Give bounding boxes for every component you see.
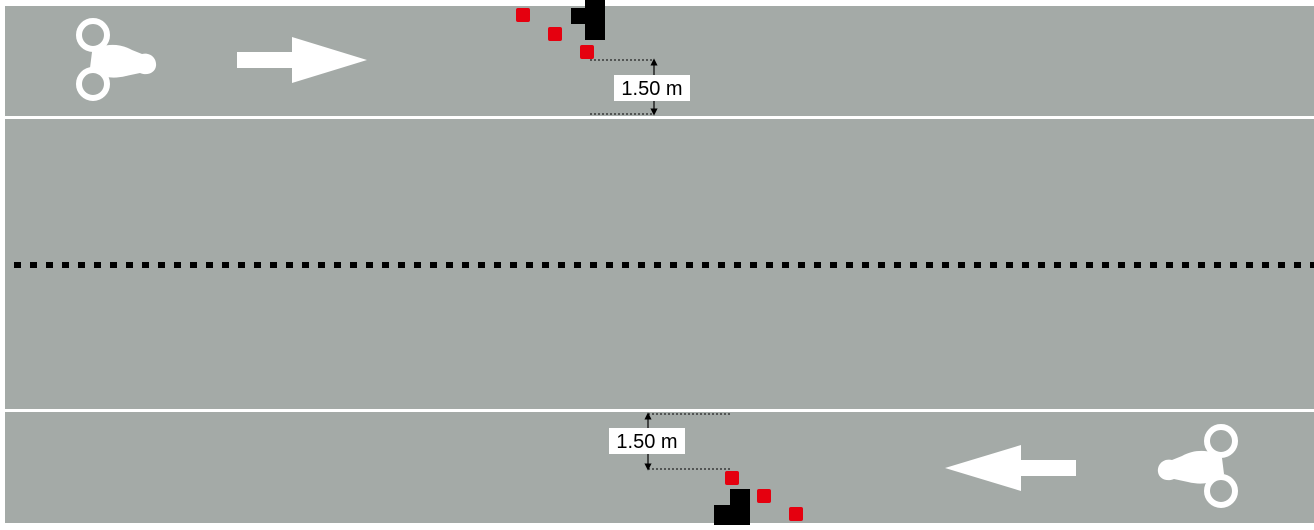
bottom-lane-edge-line xyxy=(5,409,1314,412)
red-square-marker xyxy=(725,471,739,485)
top-clearance-dimension: 1.50 m xyxy=(590,58,690,116)
arrow-left-icon xyxy=(945,445,1076,491)
red-square-marker xyxy=(580,45,594,59)
cyclist-icon xyxy=(1157,424,1238,508)
black-device-icon xyxy=(571,0,605,40)
top-lane-edge-line xyxy=(5,116,1314,119)
cyclist-icon xyxy=(76,18,157,101)
black-device-icon xyxy=(714,489,750,525)
arrow-right-icon xyxy=(237,37,367,83)
bottom-clearance-label: 1.50 m xyxy=(616,431,677,453)
red-square-marker xyxy=(789,507,803,521)
red-square-marker xyxy=(757,489,771,503)
bottom-clearance-dimension: 1.50 m xyxy=(609,412,730,471)
red-square-marker xyxy=(548,27,562,41)
red-square-marker xyxy=(516,8,530,22)
top-clearance-label: 1.50 m xyxy=(621,78,682,100)
